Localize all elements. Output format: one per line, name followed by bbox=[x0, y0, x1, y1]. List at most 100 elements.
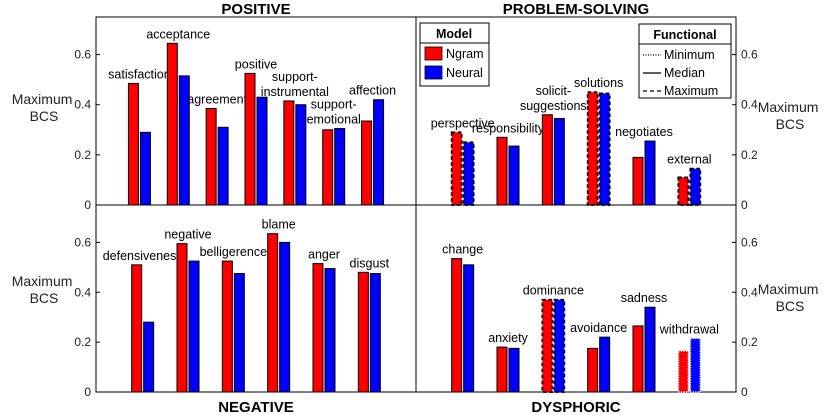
legend-functional-title: Functional bbox=[653, 28, 716, 42]
bar-label-belligerence: belligerence bbox=[200, 245, 267, 259]
bar-label-defensiveness: defensiveness bbox=[103, 249, 183, 263]
bar-ngram-support-emotional bbox=[322, 129, 334, 206]
bar-ngram-support-instrumental bbox=[283, 100, 295, 206]
bar-neural-positive bbox=[256, 96, 268, 206]
legend-label-minimum: Minimum bbox=[664, 48, 715, 62]
bar-ngram-anger bbox=[312, 263, 324, 393]
bar-ngram-blame bbox=[267, 233, 279, 393]
y-tick-label-problem-solving: 0 bbox=[741, 198, 748, 212]
y-tick-label-positive: 0.4 bbox=[74, 98, 91, 112]
bar-label-blame: blame bbox=[262, 218, 296, 232]
bar-ngram-defensiveness bbox=[131, 264, 143, 393]
bar-ngram-solicit-suggestions bbox=[541, 114, 553, 206]
bar-neural-dominance bbox=[553, 298, 566, 393]
bar-label-affection: affection bbox=[349, 84, 396, 98]
legend-label-maximum: Maximum bbox=[664, 84, 718, 98]
bar-neural-perspective bbox=[462, 141, 475, 206]
bar-label-agreement: agreement bbox=[187, 92, 247, 106]
bar-ngram-solutions bbox=[586, 91, 599, 206]
bar-neural-external bbox=[689, 167, 702, 206]
bar-ngram-affection bbox=[361, 120, 373, 206]
bar-ngram-negotiates bbox=[632, 156, 644, 206]
bar-ngram-satisfaction bbox=[127, 82, 139, 206]
y-tick-label-problem-solving: 0.2 bbox=[741, 148, 758, 162]
legend-functional-box bbox=[638, 23, 732, 99]
bar-neural-satisfaction bbox=[139, 131, 151, 206]
bar-ngram-change bbox=[451, 258, 463, 393]
legend-swatch-neural bbox=[424, 65, 443, 80]
bar-ngram-sadness bbox=[632, 325, 644, 393]
bar-ngram-disgust bbox=[357, 271, 369, 393]
bar-label-negotiates: negotiates bbox=[615, 125, 673, 139]
bar-label-solutions: solutions bbox=[574, 76, 623, 90]
bar-neural-belligerence bbox=[233, 273, 245, 393]
bar-neural-blame bbox=[279, 241, 291, 393]
bar-neural-agreement bbox=[217, 126, 229, 206]
bar-neural-affection bbox=[373, 99, 385, 206]
panel-title-dysphoric: DYSPHORIC bbox=[531, 399, 620, 415]
bar-neural-solutions bbox=[598, 92, 611, 206]
bar-ngram-belligerence bbox=[221, 260, 233, 393]
bar-label-negative: negative bbox=[164, 228, 211, 242]
bar-ngram-acceptance bbox=[166, 42, 178, 206]
bar-ngram-negative bbox=[176, 243, 188, 393]
bar-neural-responsibility bbox=[508, 145, 520, 206]
legend-label-ngram: Ngram bbox=[446, 47, 484, 61]
bar-neural-change bbox=[463, 264, 475, 393]
bar-neural-anxiety bbox=[508, 347, 520, 393]
bar-label-positive: positive bbox=[235, 57, 277, 71]
y-tick-label-problem-solving: 0.4 bbox=[741, 98, 758, 112]
panel-title-negative: NEGATIVE bbox=[218, 399, 294, 415]
bar-neural-disgust bbox=[369, 273, 381, 393]
y-tick-label-dysphoric: 0.2 bbox=[741, 335, 758, 349]
bar-neural-withdrawal bbox=[689, 337, 702, 393]
bar-label-acceptance: acceptance bbox=[146, 27, 210, 41]
bar-ngram-agreement bbox=[205, 107, 217, 206]
panel-title-problem-solving: PROBLEM-SOLVING bbox=[503, 1, 649, 18]
bar-neural-solicit-suggestions bbox=[553, 118, 565, 206]
bar-neural-defensiveness bbox=[143, 321, 155, 393]
legend-swatch-ngram bbox=[424, 46, 443, 61]
bar-label-anger: anger bbox=[308, 248, 340, 262]
bar-label-dominance: dominance bbox=[523, 284, 584, 298]
y-tick-label-dysphoric: 0.4 bbox=[741, 285, 758, 299]
bar-neural-support-instrumental bbox=[295, 104, 307, 206]
legend-model-title: Model bbox=[436, 27, 472, 41]
y-tick-label-negative: 0.4 bbox=[74, 285, 91, 299]
y-tick-label-positive: 0.2 bbox=[74, 148, 91, 162]
legend-functional: Functional Minimum Median Maximum bbox=[638, 23, 732, 99]
bar-ngram-avoidance bbox=[587, 347, 599, 393]
bar-ngram-dominance bbox=[541, 298, 554, 393]
bar-label-avoidance: avoidance bbox=[570, 321, 627, 335]
bar-label-perspective: perspective bbox=[431, 116, 495, 130]
legend-label-neural: Neural bbox=[446, 66, 483, 80]
bar-ngram-responsibility bbox=[496, 136, 508, 206]
bar-neural-avoidance bbox=[599, 336, 611, 393]
bar-ngram-positive bbox=[244, 72, 256, 206]
bar-ngram-external bbox=[677, 176, 690, 206]
bar-ngram-withdrawal bbox=[677, 349, 690, 393]
y-tick-label-positive: 0 bbox=[84, 198, 91, 212]
y-tick-label-negative: 0.2 bbox=[74, 335, 91, 349]
bar-label-external: external bbox=[667, 153, 711, 167]
y-tick-label-dysphoric: 0.6 bbox=[741, 235, 758, 249]
y-axis-label-bottom-right: Maximum BCS bbox=[758, 281, 823, 314]
bar-label-support-instrumental: support-instrumental bbox=[261, 70, 329, 99]
y-tick-label-positive: 0.6 bbox=[74, 48, 91, 62]
y-axis-label-top-right: Maximum BCS bbox=[758, 99, 823, 132]
panel-frame-dysphoric bbox=[415, 204, 737, 393]
bar-label-satisfaction: satisfaction bbox=[108, 67, 171, 81]
bar-label-support-emotional: support-emotional bbox=[307, 98, 361, 127]
legend-model: Model Ngram Neural bbox=[419, 22, 490, 87]
bar-neural-support-emotional bbox=[334, 128, 346, 206]
bar-label-responsibility: responsibility bbox=[472, 121, 545, 135]
y-tick-label-negative: 0.6 bbox=[74, 235, 91, 249]
bar-neural-negotiates bbox=[644, 140, 656, 206]
bar-ngram-anxiety bbox=[496, 346, 508, 393]
bar-neural-negative bbox=[188, 260, 200, 393]
bar-neural-anger bbox=[324, 268, 336, 393]
y-axis-label-bottom-left: Maximum BCS bbox=[12, 273, 77, 306]
bar-label-anxiety: anxiety bbox=[488, 331, 528, 345]
panel-title-positive: POSITIVE bbox=[221, 1, 290, 18]
